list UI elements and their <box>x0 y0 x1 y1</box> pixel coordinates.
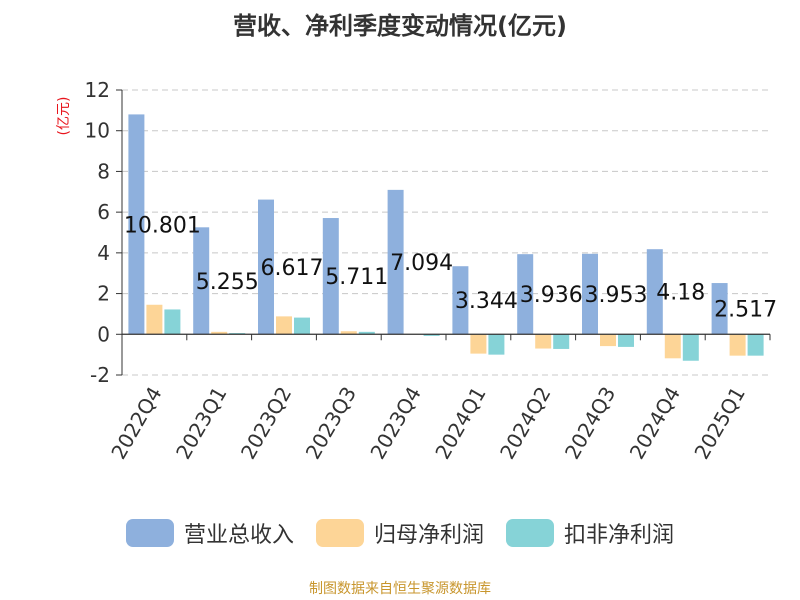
data-label: 4.18 <box>656 281 705 306</box>
x-tick-label: 2024Q4 <box>625 383 685 464</box>
bar-2-2025Q1 <box>747 334 764 356</box>
legend-item[interactable]: 营业总收入 <box>125 517 294 549</box>
x-tick-label: 2024Q3 <box>560 383 620 464</box>
data-label: 3.936 <box>520 283 583 308</box>
y-tick-label: 6 <box>97 200 110 224</box>
legend-swatch <box>125 519 174 547</box>
y-tick-label: 0 <box>97 322 110 346</box>
source-note: 制图数据来自恒生聚源数据库 <box>309 581 491 597</box>
bar-1-2024Q1 <box>470 334 487 354</box>
bar-1-2025Q1 <box>729 334 746 356</box>
bar-2-2024Q3 <box>618 334 634 347</box>
bar-0-2023Q1 <box>193 227 210 335</box>
legend-swatch <box>506 519 554 547</box>
x-tick-label: 2024Q1 <box>430 383 490 464</box>
legend-swatch <box>315 519 364 547</box>
data-label: 3.953 <box>585 283 648 308</box>
legend-label: 归母净利润 <box>373 523 484 548</box>
x-tick-label: 2024Q2 <box>495 383 555 464</box>
bar-0-2024Q4 <box>646 249 663 335</box>
bar-2-2023Q3 <box>358 331 375 335</box>
y-tick-label: -2 <box>90 363 110 387</box>
bar-0-2023Q4 <box>387 189 404 335</box>
data-label: 5.711 <box>325 265 388 290</box>
x-tick-label: 2023Q4 <box>365 383 425 464</box>
legend-item[interactable]: 扣非净利润 <box>506 517 674 549</box>
bar-1-2022Q4 <box>146 304 163 335</box>
data-label: 5.255 <box>196 270 259 295</box>
bar-1-2023Q3 <box>340 331 357 335</box>
bars <box>128 114 764 361</box>
bar-0-2023Q2 <box>258 199 274 335</box>
legend-label: 扣非净利润 <box>564 523 675 548</box>
y-tick-label: 8 <box>97 159 110 183</box>
x-tick-label: 2022Q4 <box>106 383 166 464</box>
data-label: 7.094 <box>390 251 453 276</box>
data-label: 6.617 <box>261 256 324 281</box>
bar-0-2023Q3 <box>322 218 339 335</box>
bar-2-2024Q4 <box>682 334 699 361</box>
bar-1-2023Q2 <box>276 316 292 335</box>
bar-2-2024Q2 <box>553 334 570 349</box>
y-tick-label: 4 <box>97 241 110 265</box>
bar-2-2022Q4 <box>164 309 181 335</box>
x-tick-label: 2023Q1 <box>171 383 231 464</box>
bar-0-2025Q1 <box>711 283 728 335</box>
bar-2-2023Q4 <box>423 334 440 336</box>
bar-1-2024Q4 <box>664 334 681 359</box>
x-tick-label: 2025Q1 <box>689 383 749 464</box>
bar-0-2022Q4 <box>128 114 145 335</box>
bar-2-2023Q1 <box>229 333 246 335</box>
bar-1-2023Q1 <box>211 331 228 335</box>
x-tick-label: 2023Q2 <box>236 383 296 464</box>
x-tick-label: 2023Q3 <box>301 383 361 464</box>
data-label: 3.344 <box>455 289 518 314</box>
bar-1-2024Q3 <box>600 334 616 347</box>
y-tick-label: 10 <box>85 119 110 143</box>
chart-title: 营收、净利季度变动情况(亿元) <box>233 12 567 40</box>
legend-label: 营业总收入 <box>183 523 294 548</box>
bar-0-2024Q1 <box>452 266 469 335</box>
data-label: 10.801 <box>124 213 201 238</box>
y-tick-label: 12 <box>85 78 110 102</box>
legend-item[interactable]: 归母净利润 <box>315 517 484 549</box>
bar-0-2024Q2 <box>517 254 534 335</box>
bar-0-2024Q3 <box>582 253 598 335</box>
bar-2-2024Q1 <box>488 334 505 355</box>
data-label: 2.517 <box>714 298 777 323</box>
legend: 营业总收入 归母净利润 扣非净利润 <box>0 517 800 549</box>
y-tick-label: 2 <box>97 282 110 306</box>
bar-2-2023Q2 <box>294 317 310 335</box>
y-axis-label: (亿元) <box>56 97 72 136</box>
bar-1-2024Q2 <box>535 334 552 349</box>
